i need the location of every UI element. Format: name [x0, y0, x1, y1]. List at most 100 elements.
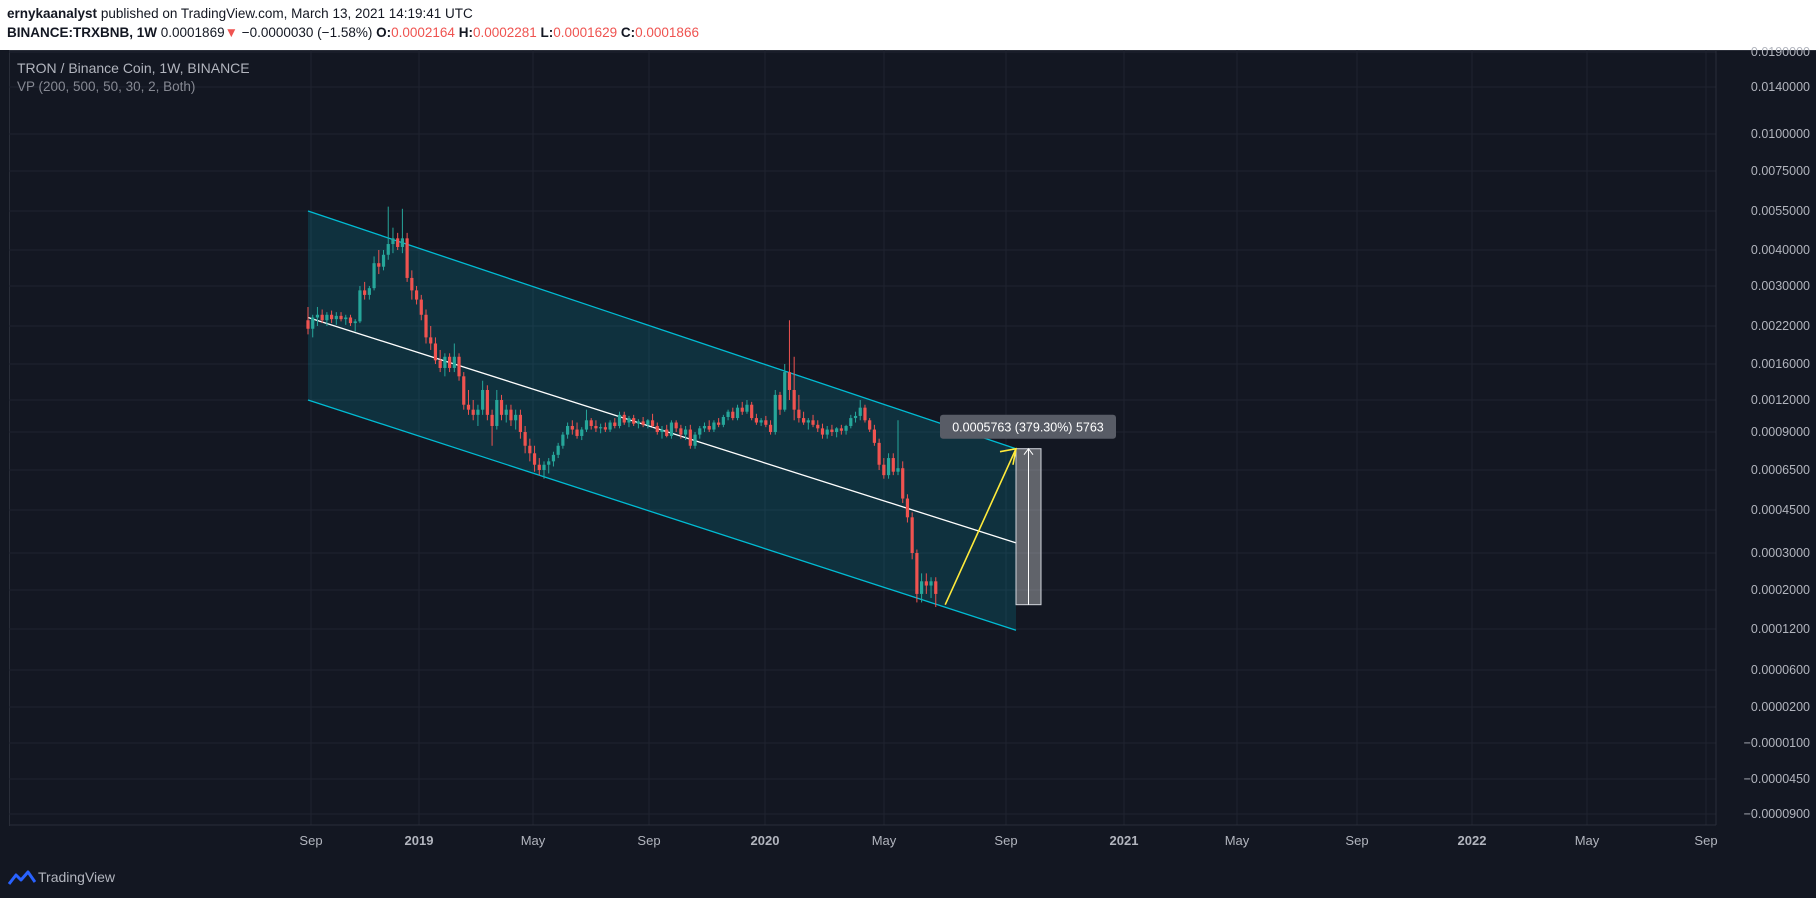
candle-body — [910, 517, 914, 553]
candle-body — [702, 425, 707, 429]
candle-body — [410, 277, 414, 291]
chart-grid — [9, 50, 1716, 825]
candle-body — [438, 360, 442, 368]
price-tick-label: 0.0030000 — [1751, 279, 1810, 293]
candle-body — [891, 458, 895, 472]
time-tick-label: May — [872, 833, 897, 848]
regression-channel — [307, 210, 1017, 631]
price-tick-label: 0.0190000 — [1751, 45, 1810, 59]
candle-body — [868, 420, 872, 430]
candle-body — [551, 454, 556, 462]
candle-body — [882, 464, 886, 476]
candle-body — [528, 445, 532, 454]
low-label: L: — [540, 25, 554, 40]
price-tick-label: 0.0000600 — [1751, 663, 1810, 677]
time-tick-label: May — [521, 833, 546, 848]
price-tick-label: 0.0055000 — [1751, 204, 1810, 218]
candle-body — [839, 428, 843, 431]
candle-body — [783, 372, 787, 410]
chart-legend-title[interactable]: TRON / Binance Coin, 1W, BINANCE — [17, 60, 250, 76]
candle-body — [853, 415, 858, 419]
candle-body — [358, 290, 362, 322]
candle-body — [750, 404, 754, 419]
candle-body — [674, 422, 678, 429]
candle-body — [835, 428, 839, 432]
tradingview-logo-icon[interactable] — [8, 870, 36, 886]
candle-body — [523, 432, 527, 446]
candle-body — [344, 317, 348, 320]
candle-body — [655, 425, 659, 432]
time-tick-label: Sep — [1345, 833, 1368, 848]
candle-body — [896, 468, 900, 472]
candle-body — [632, 418, 636, 424]
candle-body — [509, 409, 513, 421]
indicator-legend[interactable]: VP (200, 500, 50, 30, 2, Both) — [17, 79, 196, 94]
candle-body — [617, 414, 622, 426]
candle-body — [429, 337, 433, 344]
candle-body — [731, 411, 735, 419]
candle-body — [504, 409, 508, 415]
candle-body — [306, 320, 310, 329]
candle-body — [641, 421, 645, 425]
candle-body — [608, 422, 612, 430]
measure-label: 0.0005763 (379.30%) 5763 — [952, 421, 1104, 435]
candle-body — [905, 498, 910, 518]
time-tick-label: Sep — [1694, 833, 1717, 848]
candle-body — [433, 343, 438, 361]
price-tick-label: 0.0022000 — [1751, 319, 1810, 333]
candle-body — [773, 394, 777, 432]
candle-body — [386, 244, 390, 255]
time-tick-label: 2019 — [405, 833, 434, 848]
candle-body — [518, 414, 522, 432]
candle-body — [570, 425, 574, 430]
candle-body — [627, 418, 631, 423]
price-tick-label: 0.0012000 — [1751, 393, 1810, 407]
candle-body — [707, 425, 711, 430]
close-label: C: — [620, 25, 636, 40]
candle-body — [660, 429, 664, 432]
candle-body — [589, 420, 593, 426]
author-name[interactable]: ernykaanalyst — [7, 6, 98, 21]
price-tick-label: −0.0000900 — [1744, 807, 1810, 821]
candle-body — [797, 409, 801, 419]
candle-body — [367, 288, 371, 295]
candle-body — [471, 409, 475, 415]
candle-body — [348, 317, 353, 324]
candle-body — [872, 429, 876, 443]
candle-body — [603, 427, 607, 430]
candle-body — [372, 263, 376, 289]
candle-body — [448, 356, 452, 368]
candle-body — [334, 315, 338, 320]
tradingview-brand[interactable]: TradingView — [38, 869, 116, 885]
candle-body — [849, 418, 853, 426]
drawing-overlay: 0.0005763 (379.30%) 5763 — [940, 414, 1116, 606]
price-chart[interactable]: 0.0005763 (379.30%) 5763 0.0190000 0.0140… — [0, 0, 1816, 859]
candle-body — [613, 422, 617, 426]
time-tick-label: Sep — [637, 833, 660, 848]
candle-body — [768, 424, 773, 432]
candle-body — [580, 429, 584, 436]
candle-body — [754, 418, 758, 423]
candle-body — [490, 414, 494, 426]
last-price: 0.0001869 — [160, 25, 225, 40]
price-tick-label: 0.0009000 — [1751, 425, 1810, 439]
candle-body — [339, 315, 343, 320]
candle-body — [315, 314, 320, 318]
candle-body — [778, 394, 782, 410]
candle-body — [816, 424, 820, 429]
price-tick-label: 0.0140000 — [1751, 80, 1810, 94]
candle-body — [792, 389, 796, 410]
candle-body — [414, 290, 419, 300]
candle-body — [764, 420, 768, 425]
candle-body — [443, 356, 447, 368]
candle-body — [802, 418, 806, 423]
candle-body — [462, 376, 466, 405]
price-tick-label: 0.0000200 — [1751, 700, 1810, 714]
candle-body — [466, 404, 471, 410]
candle-body — [863, 407, 867, 421]
candle-body — [419, 299, 423, 315]
candle-body — [934, 581, 938, 594]
candle-body — [353, 321, 357, 324]
candle-body — [712, 422, 716, 430]
price-tick-label: 0.0016000 — [1751, 357, 1810, 371]
